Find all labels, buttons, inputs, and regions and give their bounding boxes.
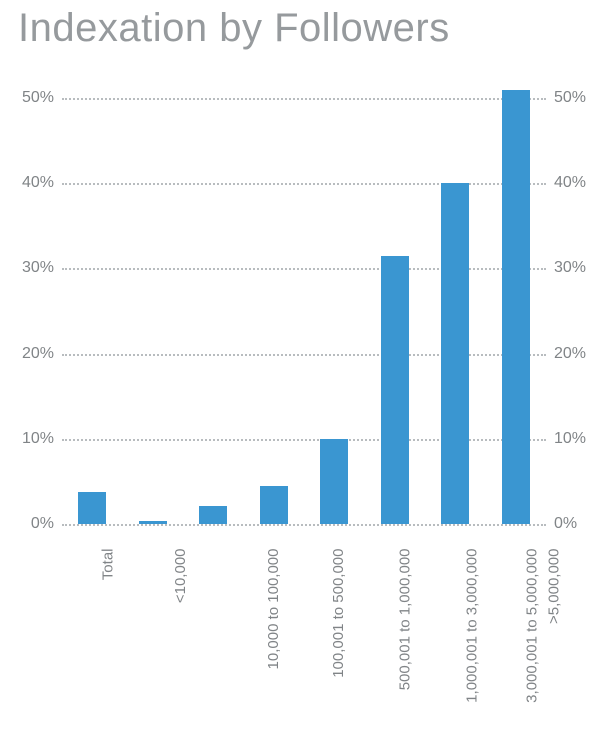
y-tick-label-right: 30% — [554, 259, 586, 277]
gridline — [62, 439, 546, 441]
y-tick-label-left: 0% — [31, 515, 54, 533]
y-tick-label-left: 30% — [22, 259, 54, 277]
x-category-label: 10,000 to 100,000 — [265, 549, 282, 670]
bar — [381, 256, 409, 524]
bar — [260, 486, 288, 524]
bar — [139, 521, 167, 524]
gridline — [62, 183, 546, 185]
x-category-label: <10,000 — [172, 549, 189, 604]
x-category-label: >5,000,000 — [545, 549, 562, 625]
x-category-label: 3,000,001 to 5,000,000 — [524, 549, 541, 703]
bar — [78, 492, 106, 524]
gridline — [62, 268, 546, 270]
y-tick-label-left: 20% — [22, 345, 54, 363]
x-category-label: 1,000,001 to 3,000,000 — [463, 549, 480, 703]
y-tick-label-left: 50% — [22, 89, 54, 107]
y-tick-label-right: 0% — [554, 515, 577, 533]
bar — [320, 439, 348, 524]
y-tick-label-left: 10% — [22, 430, 54, 448]
gridline — [62, 354, 546, 356]
bar — [199, 506, 227, 524]
gridline — [62, 98, 546, 100]
y-tick-label-left: 40% — [22, 174, 54, 192]
y-tick-label-right: 40% — [554, 174, 586, 192]
bar — [502, 90, 530, 524]
y-tick-label-right: 10% — [554, 430, 586, 448]
y-tick-label-right: 50% — [554, 89, 586, 107]
x-category-label: 500,001 to 1,000,000 — [397, 549, 414, 691]
gridline — [62, 524, 546, 526]
chart-plot-area: 0%0%10%10%20%20%30%30%40%40%50%50%Total<… — [62, 64, 546, 524]
chart-title: Indexation by Followers — [18, 6, 450, 51]
x-category-label: Total — [100, 549, 117, 581]
bar — [441, 183, 469, 524]
y-tick-label-right: 20% — [554, 345, 586, 363]
x-category-label: 100,001 to 500,000 — [330, 549, 347, 678]
chart-container: Indexation by Followers 0%0%10%10%20%20%… — [0, 0, 600, 743]
